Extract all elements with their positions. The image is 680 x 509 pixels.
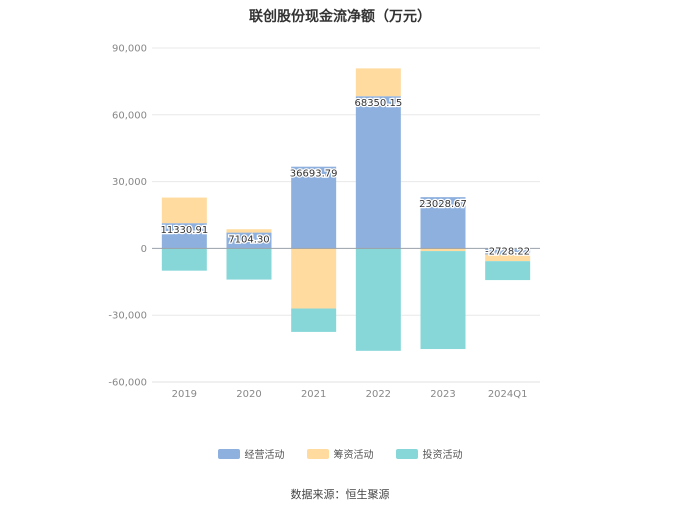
bar-investing[interactable] (355, 248, 401, 351)
data-label: 23028.67 (419, 199, 467, 210)
bar-operating[interactable] (420, 197, 466, 249)
x-tick-label: 2022 (366, 389, 391, 400)
data-labels: 11330.91 7104.30 36693.79 68350.15 23028.67 -… (159, 97, 531, 259)
data-label: 11330.91 (160, 225, 208, 236)
bar-operating[interactable] (161, 223, 207, 249)
legend-swatch-operating (217, 448, 240, 459)
legend-swatch-financing (306, 448, 329, 459)
bar-operating[interactable] (485, 248, 531, 255)
bars (161, 68, 531, 351)
bar-financing[interactable] (485, 254, 531, 262)
x-tick-label: 2023 (430, 389, 455, 400)
y-tick-label: -30,000 (108, 311, 147, 322)
bar-financing[interactable] (355, 68, 401, 97)
bar-investing[interactable] (161, 248, 207, 271)
data-label: -2728.22 (485, 246, 530, 257)
bar-operating[interactable] (226, 232, 272, 249)
legend: 经营活动 筹资活动 投资活动 (0, 446, 680, 461)
x-tick-label: 2019 (172, 389, 197, 400)
x-tick-label: 2021 (301, 389, 326, 400)
bar-investing[interactable] (485, 261, 531, 281)
legend-item-operating[interactable]: 经营活动 (217, 446, 285, 461)
legend-item-investing[interactable]: 投资活动 (395, 446, 463, 461)
y-tick-label: 30,000 (112, 177, 147, 188)
grid-lines (152, 47, 540, 383)
y-tick-label: 90,000 (112, 44, 147, 55)
bar-investing[interactable] (420, 251, 466, 350)
bar-financing[interactable] (161, 197, 207, 224)
bar-investing[interactable] (291, 308, 337, 332)
data-label: 7104.30 (228, 235, 269, 246)
data-source: 数据来源：恒生聚源 (290, 488, 390, 501)
data-label: 68350.15 (354, 98, 402, 109)
bar-operating[interactable] (355, 96, 401, 249)
legend-item-financing[interactable]: 筹资活动 (306, 446, 374, 461)
axes: 90,000 60,000 30,000 0 -30,000 -60,000 2019 202… (108, 44, 540, 400)
y-tick-label: -60,000 (108, 378, 147, 389)
legend-label-financing: 筹资活动 (333, 450, 374, 461)
x-tick-label: 2024Q1 (488, 389, 528, 400)
x-tick-label: 2020 (236, 389, 261, 400)
bar-chart: 90,000 60,000 30,000 0 -30,000 -60,000 2019 202… (108, 44, 540, 400)
bar-financing[interactable] (291, 248, 337, 309)
chart-title: 联创股份现金流净额（万元） (249, 9, 431, 25)
bar-financing[interactable] (420, 248, 466, 252)
legend-label-operating: 经营活动 (244, 450, 285, 461)
y-tick-label: 60,000 (112, 110, 147, 121)
bar-investing[interactable] (226, 248, 272, 280)
bar-financing[interactable] (226, 229, 272, 233)
y-tick-label: 0 (141, 244, 147, 255)
bar-operating[interactable] (291, 166, 337, 249)
legend-label-investing: 投资活动 (422, 450, 463, 461)
legend-swatch-investing (395, 448, 418, 459)
data-label: 36693.79 (290, 169, 338, 180)
